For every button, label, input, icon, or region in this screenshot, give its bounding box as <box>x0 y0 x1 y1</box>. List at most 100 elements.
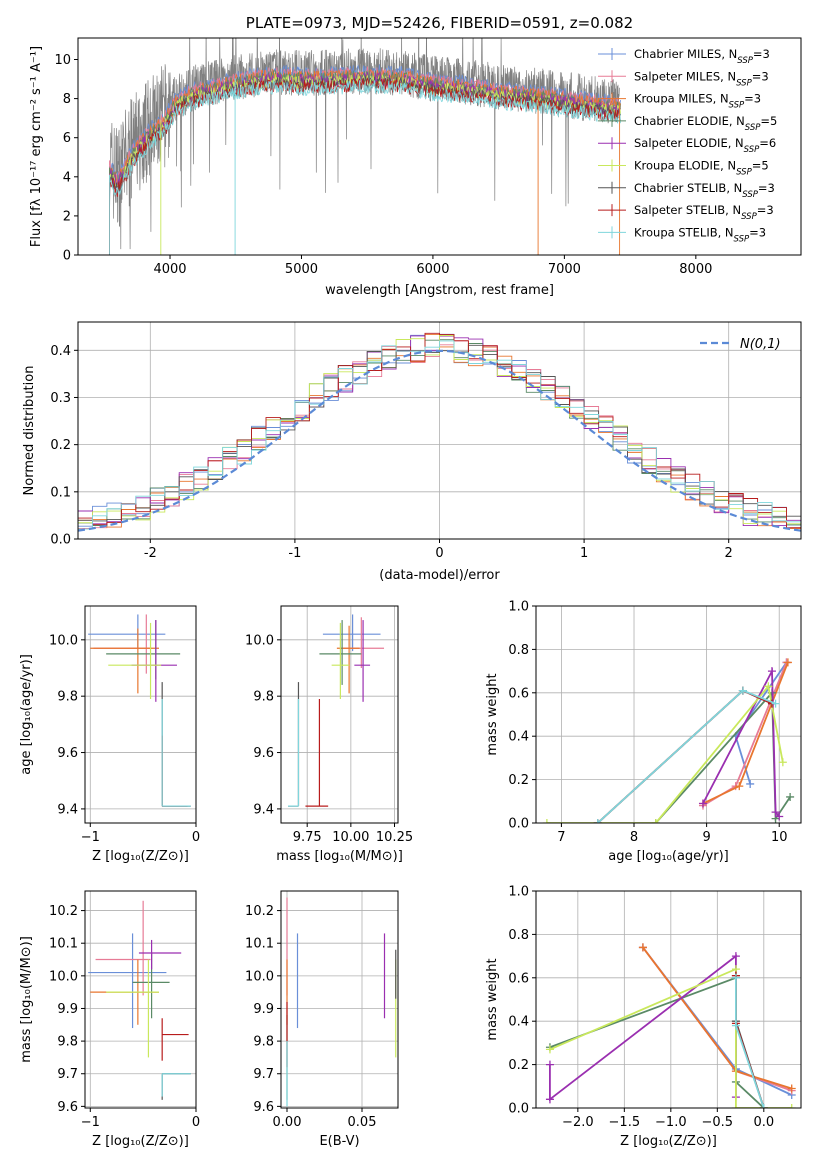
axes-age-vs-z: −1 0 9.4 9.6 9.8 10.0 Z [log₁₀(Z/Z⊙)] age [log₁… <box>19 605 200 864</box>
y-tick-label: 10.1 <box>245 937 274 952</box>
legend-label: Salpeter STELIB, NSSP=3 <box>634 203 774 222</box>
plot-area <box>85 606 196 823</box>
weight-marker <box>787 1104 796 1108</box>
x-tick-label: 6000 <box>416 262 449 277</box>
x-tick-label: −0.5 <box>702 1115 734 1130</box>
x-axis-label: mass [log₁₀(M/M⊙)] <box>276 849 403 864</box>
x-tick-label: 10.00 <box>332 830 369 845</box>
x-axis-label: age [log₁₀(age/yr)] <box>608 849 729 864</box>
axes-mass-vs-ebv: 0.00 0.05 9.6 9.7 9.8 9.9 10.0 10.1 10.2 E(B-V) <box>245 890 399 1149</box>
axes-spectrum: PLATE=0973, MJD=52426, FIBERID=0591, z=0… <box>29 14 802 298</box>
x-tick-label: 10 <box>771 830 788 845</box>
legend: Chabrier MILES, NSSP=3 Salpeter MILES, NS… <box>598 47 777 244</box>
x-axis-label: Z [log₁₀(Z/Z⊙)] <box>92 849 189 864</box>
y-tick-label: 0.3 <box>50 391 71 406</box>
axes-frame <box>84 890 197 1109</box>
y-tick-label: 2 <box>63 209 71 224</box>
axes-weight-vs-z: −2.0 −1.5 −1.0 −0.5 0.0 0.0 0.2 0.4 0.6 0.8 1.0 Z [… <box>485 885 802 1149</box>
weight-marker <box>764 682 773 691</box>
y-tick-label: 0.4 <box>508 730 529 745</box>
plot-area <box>536 891 801 1108</box>
weight-marker <box>542 819 551 823</box>
x-tick-label: 5000 <box>285 262 318 277</box>
y-tick-label: 9.7 <box>57 1067 78 1082</box>
x-tick-label: 0 <box>192 830 200 845</box>
y-tick-label: 0.1 <box>50 485 71 500</box>
y-axis-label: mass [log₁₀(M/M⊙)] <box>19 936 34 1063</box>
y-tick-label: 9.6 <box>253 746 274 761</box>
plot-area <box>536 606 801 823</box>
y-tick-label: 8 <box>63 92 71 107</box>
x-tick-label: 2 <box>725 546 733 561</box>
plot-area <box>281 606 398 823</box>
y-tick-label: 9.6 <box>57 746 78 761</box>
x-tick-label: 7 <box>557 830 565 845</box>
y-tick-label: 0.0 <box>50 533 71 548</box>
weight-marker <box>746 779 755 788</box>
weight-marker <box>738 686 747 695</box>
axes-mass-vs-z: −1 0 9.6 9.7 9.8 9.9 10.0 10.1 10.2 Z [log₁₀(Z/Z⊙… <box>19 890 200 1149</box>
plot-area <box>78 322 801 539</box>
x-tick-label: 9.75 <box>293 830 322 845</box>
chart-title: PLATE=0973, MJD=52426, FIBERID=0591, z=0… <box>246 14 633 32</box>
x-tick-label: -2 <box>144 546 157 561</box>
weight-marker <box>735 782 744 791</box>
weight-marker <box>545 1095 554 1104</box>
y-tick-label: 9.4 <box>57 802 78 817</box>
weight-line <box>735 977 765 1108</box>
weight-marker <box>731 1104 740 1108</box>
x-tick-label: 0.00 <box>273 1115 302 1130</box>
x-tick-label: 0.05 <box>348 1115 377 1130</box>
y-tick-label: 0.4 <box>508 1015 529 1030</box>
weight-marker <box>698 799 707 808</box>
weight-marker <box>778 758 787 767</box>
weight-line <box>735 975 765 1108</box>
model-spectrum <box>109 75 621 255</box>
weight-marker <box>759 1104 768 1108</box>
weight-marker <box>783 658 792 667</box>
weight-marker <box>767 667 776 676</box>
plot-area <box>281 891 398 1108</box>
y-tick-label: 9.8 <box>57 690 78 705</box>
x-tick-label: 9 <box>702 830 710 845</box>
y-tick-label: 10.1 <box>49 937 78 952</box>
legend-label: N(0,1) <box>740 337 781 352</box>
x-tick-label: −1.0 <box>655 1115 687 1130</box>
weight-marker <box>638 943 647 952</box>
y-tick-label: 0.4 <box>50 344 71 359</box>
y-tick-label: 0.2 <box>50 438 71 453</box>
weight-marker <box>731 952 740 961</box>
legend: N(0,1) <box>700 337 781 352</box>
y-axis-label: Normed distribution <box>22 366 37 496</box>
histogram-step <box>78 332 801 529</box>
y-tick-label: 0.0 <box>508 817 529 832</box>
y-tick-label: 0.6 <box>508 971 529 986</box>
weight-marker <box>651 819 660 823</box>
y-tick-label: 0.8 <box>508 928 529 943</box>
axes-frame <box>535 605 802 824</box>
x-tick-label: 4000 <box>153 262 186 277</box>
y-tick-label: 1.0 <box>508 885 529 900</box>
axes-frame <box>84 605 197 824</box>
legend-label: Kroupa ELODIE, NSSP=5 <box>634 159 769 178</box>
y-tick-label: 10.0 <box>49 633 78 648</box>
legend-label: Kroupa STELIB, NSSP=3 <box>634 225 766 244</box>
y-tick-label: 9.9 <box>253 1002 274 1017</box>
x-tick-label: 8 <box>630 830 638 845</box>
y-tick-label: 10.0 <box>245 969 274 984</box>
x-tick-label: −1.5 <box>609 1115 641 1130</box>
y-axis-label: mass weight <box>485 958 500 1040</box>
y-tick-label: 1.0 <box>508 600 529 615</box>
weight-line <box>655 690 791 823</box>
axes-frame <box>280 890 399 1109</box>
y-tick-label: 9.8 <box>253 1035 274 1050</box>
y-tick-label: 9.6 <box>253 1100 274 1115</box>
y-tick-label: 0.6 <box>508 686 529 701</box>
weight-line <box>597 689 773 823</box>
x-tick-label: 0 <box>192 1115 200 1130</box>
axes-weight-vs-age: 7 8 9 10 0.0 0.2 0.4 0.6 0.8 1.0 age [log₁₀(age/yr… <box>485 600 802 864</box>
y-axis-label: age [log₁₀(age/yr)] <box>19 654 34 775</box>
y-tick-label: 0.8 <box>508 643 529 658</box>
weight-marker <box>731 1021 740 1030</box>
